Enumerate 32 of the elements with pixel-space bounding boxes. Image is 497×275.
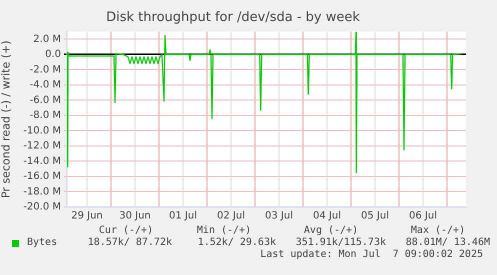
y-tick-label: -20.0 M xyxy=(23,202,61,213)
text: 18.57k/ 87.72k xyxy=(86,237,172,249)
text: Min (-/+) xyxy=(196,225,252,237)
text: 88.01M/ 13.46M xyxy=(404,237,490,249)
y-tick-label: 2.0 M xyxy=(33,34,61,45)
text: 351.91k/115.73k xyxy=(294,237,386,249)
x-tick-label: 29 Jun xyxy=(71,210,103,222)
y-tick-label: -4.0 M xyxy=(30,80,61,91)
y-tick-label: 0.0 xyxy=(45,49,61,60)
x-tick-label: 03 Jul xyxy=(265,210,293,222)
y-tick-label: -14.0 M xyxy=(23,156,61,167)
y-tick-label: -6.0 M xyxy=(30,94,61,106)
x-tick-label: 01 Jul xyxy=(169,210,197,222)
text: 1.52k/ 29.63k xyxy=(196,237,276,249)
x-tick-label: 02 Jul xyxy=(217,210,245,222)
y-tick-label: -10.0 M xyxy=(23,125,61,136)
chart-title: Disk throughput for /dev/sda - by week xyxy=(106,10,360,26)
y-tick-label: -8.0 M xyxy=(30,110,61,122)
y-tick-label: -12.0 M xyxy=(23,140,61,152)
text: Max (-/+) xyxy=(410,225,466,237)
x-tick-label: 30 Jun xyxy=(119,210,151,222)
legend-label: Bytes xyxy=(27,237,58,249)
text: Avg (-/+) xyxy=(302,225,360,237)
x-tick-label: 05 Jul xyxy=(361,210,389,222)
text: Last update: Mon Jul 7 09:00:02 2025 xyxy=(259,249,484,261)
y-tick-label: -18.0 M xyxy=(23,186,61,198)
x-tick-label: 06 Jul xyxy=(409,210,437,222)
x-tick-label: 04 Jul xyxy=(313,210,341,222)
text: Cur (-/+) xyxy=(98,225,154,237)
y-tick-label: -2.0 M xyxy=(30,64,61,76)
y-axis-title: Pr second read (-) / write (+) xyxy=(0,40,12,198)
y-tick-label: -16.0 M xyxy=(23,171,61,182)
